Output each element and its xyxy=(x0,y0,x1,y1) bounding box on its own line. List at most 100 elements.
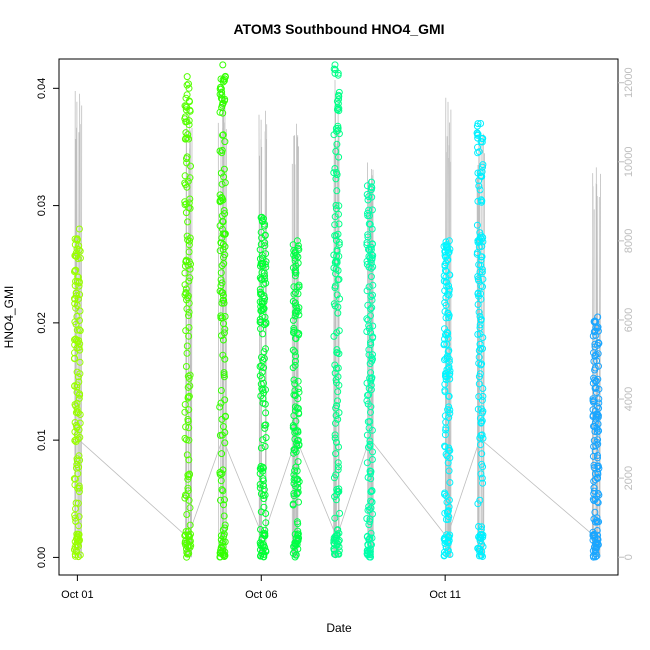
data-point xyxy=(295,534,303,542)
data-point xyxy=(365,283,373,291)
data-point xyxy=(332,201,340,209)
data-point xyxy=(479,553,486,560)
data-point xyxy=(217,387,225,394)
data-point xyxy=(73,336,81,344)
data-point xyxy=(292,482,300,490)
data-point xyxy=(366,442,374,450)
data-point xyxy=(363,397,371,405)
data-point xyxy=(475,277,483,284)
data-point xyxy=(365,206,373,214)
data-point xyxy=(444,256,452,264)
data-point xyxy=(218,194,226,201)
data-point xyxy=(184,383,192,391)
data-point xyxy=(182,129,190,137)
data-point xyxy=(445,403,453,411)
data-point xyxy=(183,511,191,518)
data-point xyxy=(476,545,484,553)
data-point xyxy=(73,344,81,352)
data-point xyxy=(217,399,225,407)
data-point xyxy=(185,324,193,331)
data-point xyxy=(294,530,302,538)
data-point xyxy=(366,506,374,514)
data-point xyxy=(363,315,371,323)
data-point xyxy=(475,393,483,401)
data-point xyxy=(290,290,298,298)
data-point xyxy=(476,496,484,504)
data-point xyxy=(444,533,452,541)
data-point xyxy=(474,143,481,151)
data-point xyxy=(289,316,297,324)
data-point xyxy=(445,363,453,371)
data-point xyxy=(260,364,268,372)
data-point xyxy=(444,348,452,356)
data-point xyxy=(293,490,301,498)
data-point xyxy=(184,487,192,495)
data-point xyxy=(479,334,487,341)
data-point xyxy=(221,210,229,218)
data-point xyxy=(331,61,339,69)
data-point xyxy=(440,551,448,559)
data-point xyxy=(292,269,300,277)
data-point xyxy=(183,153,191,161)
altitude-trace-flight-8 xyxy=(444,97,452,558)
data-point xyxy=(368,225,376,233)
data-point xyxy=(335,381,343,389)
data-point xyxy=(73,405,81,413)
data-point xyxy=(218,314,226,322)
data-point xyxy=(220,296,228,304)
data-point xyxy=(218,262,226,270)
data-point xyxy=(76,317,83,324)
data-point xyxy=(186,237,193,245)
data-point xyxy=(289,422,297,429)
data-point xyxy=(333,187,341,195)
data-point xyxy=(295,330,303,337)
data-point xyxy=(474,120,482,128)
data-point xyxy=(594,454,601,462)
data-point xyxy=(184,528,192,536)
data-point xyxy=(75,278,83,286)
data-point xyxy=(367,329,375,337)
data-point xyxy=(334,415,342,423)
data-point xyxy=(367,273,375,281)
data-point xyxy=(333,329,341,337)
data-point xyxy=(445,248,453,256)
data-point xyxy=(258,385,266,393)
data-point xyxy=(477,261,485,269)
data-point xyxy=(217,269,225,277)
data-point xyxy=(335,241,343,249)
data-point xyxy=(593,428,601,436)
data-point xyxy=(217,75,225,83)
data-point xyxy=(363,533,371,541)
chart-title: ATOM3 Southbound HNO4_GMI xyxy=(233,21,444,37)
data-point xyxy=(445,447,453,454)
data-point xyxy=(185,241,193,249)
data-point xyxy=(446,375,454,383)
data-point xyxy=(595,362,602,370)
data-point xyxy=(442,426,450,434)
data-point xyxy=(590,328,598,336)
data-point xyxy=(258,290,265,298)
x-tick-label: Oct 01 xyxy=(61,589,93,601)
data-point xyxy=(293,283,301,291)
plot-frame xyxy=(58,58,619,576)
y2-tick-label: 8000 xyxy=(623,229,635,253)
data-point xyxy=(365,193,373,201)
data-point xyxy=(221,355,229,363)
data-point xyxy=(262,320,270,328)
data-point xyxy=(593,527,601,534)
data-point xyxy=(594,499,602,507)
data-point xyxy=(334,397,341,405)
data-point xyxy=(186,543,194,551)
data-point xyxy=(75,536,83,544)
data-point xyxy=(369,291,376,299)
data-point xyxy=(332,471,340,479)
data-point xyxy=(290,543,298,551)
data-point xyxy=(182,423,190,431)
data-point xyxy=(367,369,375,377)
data-point xyxy=(75,513,83,521)
data-point xyxy=(218,180,226,188)
data-point xyxy=(335,550,343,558)
data-point xyxy=(262,386,269,394)
data-point xyxy=(257,318,265,326)
data-point xyxy=(220,173,228,181)
